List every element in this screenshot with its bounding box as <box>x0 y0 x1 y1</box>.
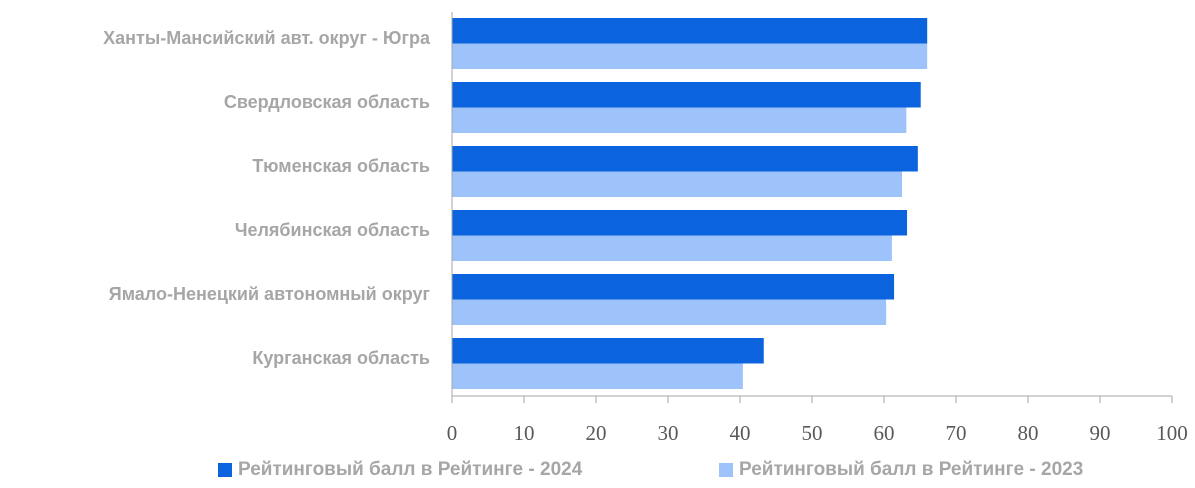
x-tick-label: 0 <box>447 421 458 445</box>
bar <box>452 82 921 108</box>
x-tick-label: 60 <box>874 421 895 445</box>
bar <box>452 210 908 236</box>
legend-swatch <box>719 463 733 477</box>
bar <box>452 299 887 325</box>
x-tick-label: 30 <box>658 421 679 445</box>
x-tick-label: 100 <box>1156 421 1188 445</box>
bar <box>452 146 918 172</box>
x-tick-label: 90 <box>1090 421 1111 445</box>
category-label: Тюменская область <box>252 155 430 176</box>
x-tick-label: 20 <box>586 421 607 445</box>
bar <box>452 338 764 364</box>
bar <box>452 43 928 69</box>
legend-label: Рейтинговый балл в Рейтинге - 2023 <box>739 459 1084 480</box>
bar <box>452 235 892 261</box>
bar <box>452 18 928 44</box>
x-tick-label: 80 <box>1018 421 1039 445</box>
legend-item: Рейтинговый балл в Рейтинге - 2023 <box>719 459 1083 481</box>
x-tick-label: 70 <box>946 421 967 445</box>
category-label: Челябинская область <box>234 219 430 240</box>
bar <box>452 107 907 133</box>
bar <box>452 274 895 300</box>
category-label: Ямало-Ненецкий автономный округ <box>108 283 430 304</box>
legend-label: Рейтинговый балл в Рейтинге - 2024 <box>238 459 583 480</box>
x-tick-label: 40 <box>730 421 751 445</box>
bar <box>452 363 743 389</box>
legend-swatch <box>218 463 232 477</box>
category-label: Курганская область <box>252 347 430 368</box>
x-tick-label: 50 <box>802 421 823 445</box>
x-tick-label: 10 <box>514 421 535 445</box>
legend-item: Рейтинговый балл в Рейтинге - 2024 <box>218 459 582 481</box>
category-label: Ханты-Мансийский авт. округ - Югра <box>103 27 430 48</box>
category-label: Свердловская область <box>223 91 430 112</box>
bar <box>452 171 902 197</box>
